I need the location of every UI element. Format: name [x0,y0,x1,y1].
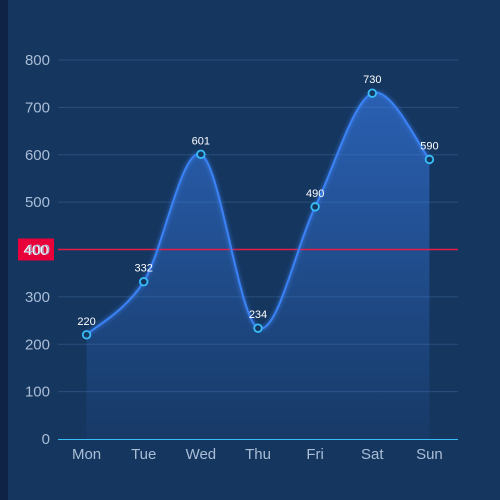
data-label: 590 [420,140,438,152]
data-point [367,88,377,98]
data-point [81,330,92,340]
y-tick-label: 300 [25,289,50,306]
chart-panel: 400 0 100 200 300 400 500 600 700 800 Mon Tue Wed Th… [8,0,500,500]
y-tick-label: 500 [25,194,50,211]
data-point [196,149,206,159]
data-label: 601 [192,135,210,147]
data-label: 234 [249,309,267,321]
x-tick-label: Mon [72,446,101,463]
x-tick-label: Sun [416,446,443,463]
data-point [424,154,435,165]
data-label: 220 [77,316,95,328]
data-point [139,277,149,287]
area-line-chart: 400 0 100 200 300 400 500 600 700 800 Mon Tue Wed Th… [18,52,458,463]
y-tick-label: 700 [25,99,50,116]
x-tick-label: Sat [361,446,384,463]
data-point [253,323,263,333]
x-tick-label: Wed [186,446,217,463]
y-tick-label: 600 [25,147,50,164]
area-fill [86,92,430,440]
threshold-label: 400 [23,242,48,259]
y-tick-label: 200 [25,336,50,353]
data-point [310,202,320,212]
y-tick-label: 800 [25,52,50,69]
threshold-label-bg [18,238,54,261]
y-tick-label: 400 [25,242,50,259]
data-label: 730 [363,74,381,86]
x-tick-label: Fri [306,446,324,463]
data-label: 332 [135,263,153,275]
series-area [86,92,430,440]
x-tick-label: Tue [131,446,156,463]
x-tick-label: Thu [245,446,271,463]
axes: 0 100 200 300 400 500 600 700 800 Mon Tue Wed Thu Fri… [25,52,458,463]
threshold-marker: 400 [18,238,458,261]
y-tick-label: 0 [42,431,50,448]
y-tick-label: 100 [25,384,50,401]
data-label: 490 [306,188,324,200]
data-points: 220 332 601 234 490 730 590 [77,74,439,340]
